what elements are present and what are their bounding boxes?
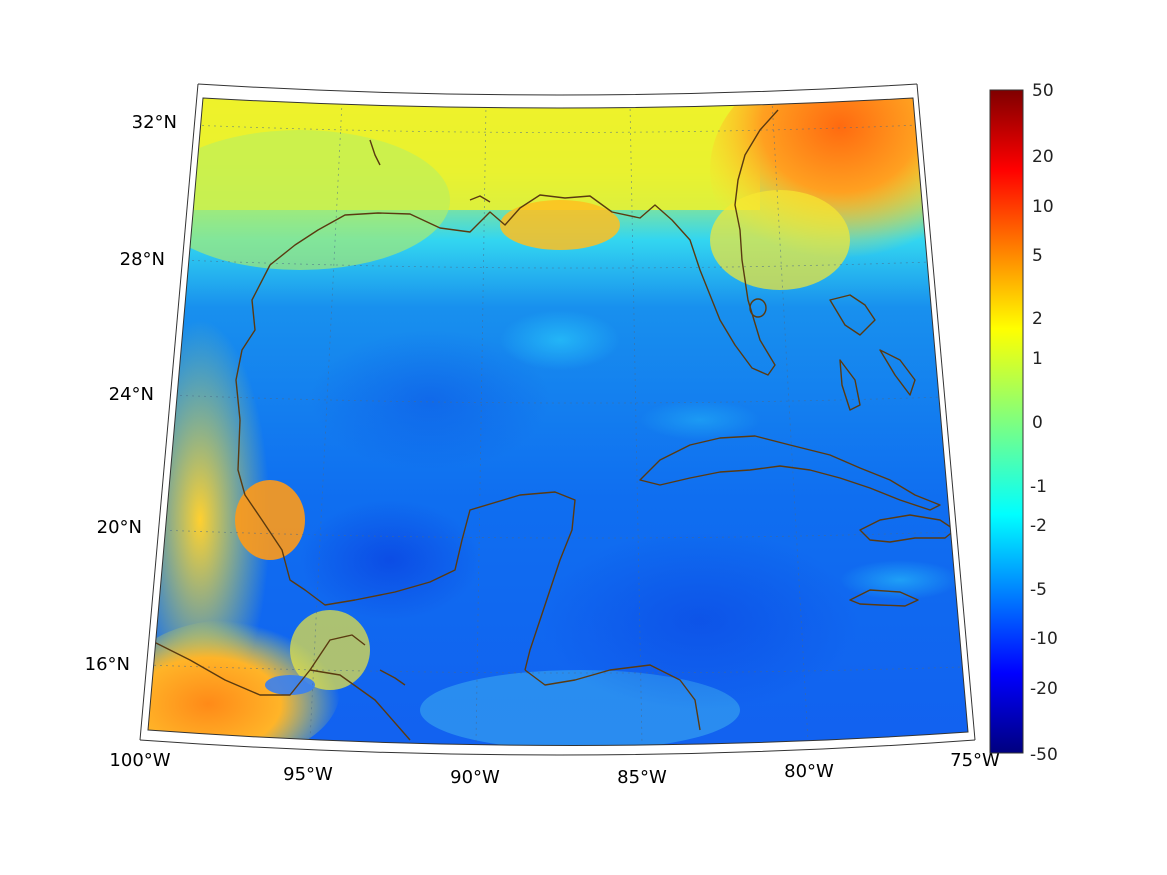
- colorbar-label-neg10: -10: [1030, 629, 1058, 649]
- colorbar-label-2: 2: [1032, 309, 1043, 329]
- lat-label-32n: 32°N: [132, 112, 177, 133]
- colorbar-label-0: 0: [1032, 413, 1043, 433]
- colorbar-tick-labels: 50 20 10 5 2 1 0 -1 -2 -5 -10 -20 -50: [1030, 81, 1058, 765]
- lat-label-20n: 20°N: [97, 517, 142, 538]
- lon-label-90w: 90°W: [450, 767, 500, 788]
- colorbar: 50 20 10 5 2 1 0 -1 -2 -5 -10 -20 -50: [989, 81, 1058, 765]
- colorbar-label-neg5: -5: [1030, 580, 1047, 600]
- latitude-labels: 32°N 28°N 24°N 20°N 16°N: [85, 112, 177, 675]
- lon-label-95w: 95°W: [283, 764, 333, 785]
- colorbar-label-neg50: -50: [1030, 745, 1058, 765]
- lon-label-80w: 80°W: [784, 761, 834, 782]
- map-field: [148, 98, 968, 746]
- colorbar-label-5: 5: [1032, 246, 1043, 266]
- longitude-labels: 100°W 95°W 90°W 85°W 80°W 75°W: [109, 750, 1000, 788]
- colorbar-label-20: 20: [1032, 147, 1054, 167]
- colorbar-label-neg1: -1: [1030, 477, 1047, 497]
- colorbar-gradient: [989, 89, 1024, 754]
- lat-label-16n: 16°N: [85, 654, 130, 675]
- lat-label-28n: 28°N: [120, 249, 165, 270]
- colorbar-label-10: 10: [1032, 197, 1054, 217]
- colorbar-label-neg20: -20: [1030, 679, 1058, 699]
- lon-label-85w: 85°W: [617, 767, 667, 788]
- lon-label-100w: 100°W: [109, 750, 170, 771]
- colorbar-label-1: 1: [1032, 349, 1043, 369]
- colorbar-label-50: 50: [1032, 81, 1054, 101]
- coastlines: [149, 109, 956, 741]
- graticule: [148, 99, 963, 746]
- lon-label-75w: 75°W: [950, 750, 1000, 771]
- map-frame: [139, 83, 976, 756]
- lat-label-24n: 24°N: [109, 384, 154, 405]
- colorbar-label-neg2: -2: [1030, 516, 1047, 536]
